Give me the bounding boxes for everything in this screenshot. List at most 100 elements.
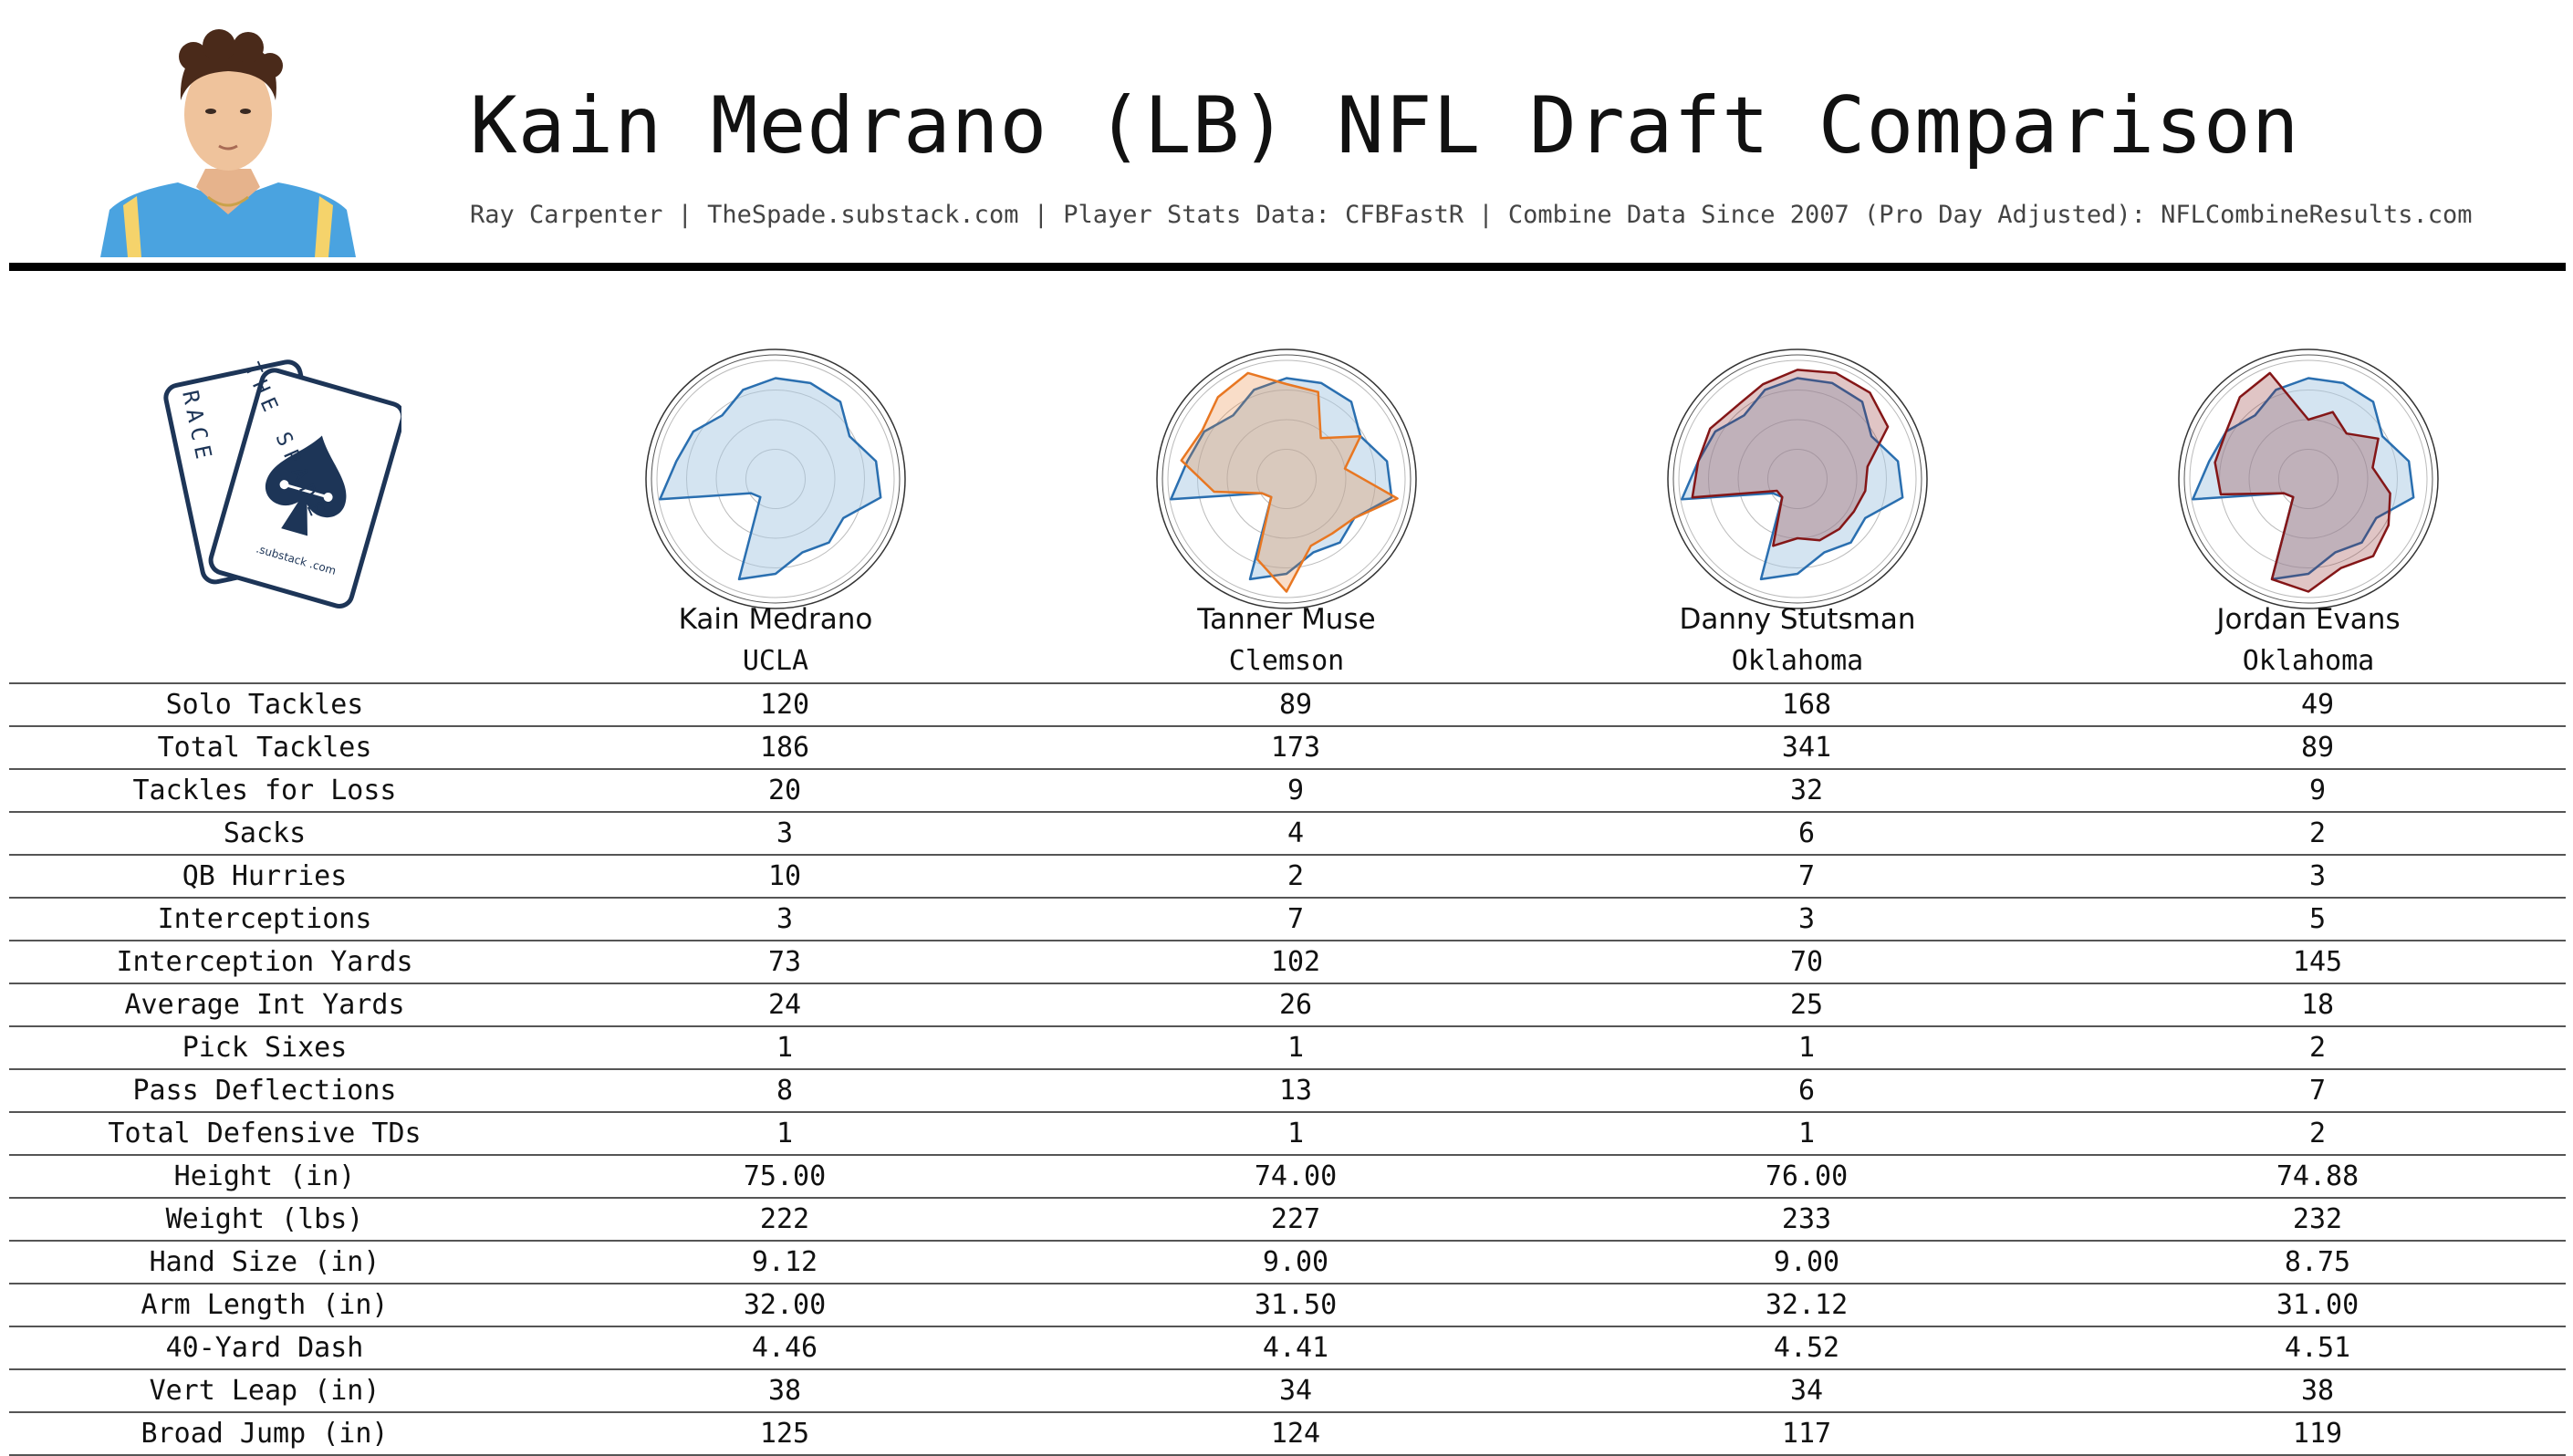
stat-value: 25 [1789,989,1824,1021]
radar-frame-inner [1161,354,1412,604]
stat-value: 6 [1797,1075,1816,1107]
stat-value: 18 [2300,989,2335,1021]
stat-value: 9.00 [1773,1246,1840,1278]
table-row: Total Tackles 186 173 341 89 [9,725,2566,768]
stat-value: 32 [1789,775,1824,806]
radar-frame-outer [2178,348,2439,609]
stat-value: 89 [2300,732,2335,764]
stat-label: 40-Yard Dash [165,1332,364,1364]
stat-value: 125 [759,1418,810,1450]
stat-value: 1 [1797,1032,1816,1064]
stat-label: Average Int Yards [124,989,405,1021]
radar-grid-ring [1678,359,1917,598]
stat-value: 1 [1286,1118,1305,1149]
radar-series-comparison [1691,369,1890,547]
table-row: Pick Sixes 1 1 1 2 [9,1025,2566,1068]
player-school-kain-medrano: UCLA [742,645,809,677]
radar-grid-ring [1167,359,1406,598]
stat-label: Total Defensive TDs [108,1118,422,1149]
player-name-kain-medrano: Kain Medrano [678,603,873,636]
stat-value: 222 [759,1203,810,1235]
stat-value: 4.52 [1773,1332,1840,1364]
stat-value: 120 [759,689,810,721]
stat-value: 2 [2308,1032,2327,1064]
stat-value: 117 [1781,1418,1832,1450]
radar-series-base [1681,377,1904,581]
radar-chart-kain-medrano [645,348,906,609]
stat-label: Interception Yards [116,946,413,978]
stat-value: 233 [1781,1203,1832,1235]
radar-frame-inner [2183,354,2433,604]
stat-value: 9.00 [1262,1246,1329,1278]
stat-label: Total Tackles [157,732,372,764]
stat-value: 3 [2308,860,2327,892]
page-subtitle: Ray Carpenter | TheSpade.substack.com | … [470,201,2473,229]
stat-value: 8 [776,1075,794,1107]
player-photo [100,29,356,257]
stat-value: 74.00 [1254,1160,1338,1192]
stat-value: 10 [767,860,802,892]
player-school-danny-stutsman: Oklahoma [1731,645,1864,677]
stat-value: 6 [1797,817,1816,849]
radar-frame-outer [645,348,906,609]
radar-frame-outer [1156,348,1417,609]
stat-value: 7 [1797,860,1816,892]
radar-chart-danny-stutsman [1667,348,1928,609]
radar-series-comparison [2214,371,2391,593]
stat-value: 3 [776,817,794,849]
stat-value: 13 [1278,1075,1313,1107]
page-title: Kain Medrano (LB) NFL Draft Comparison [470,80,2300,172]
stat-value: 341 [1781,732,1832,764]
stat-label: Height (in) [173,1160,356,1192]
stat-value: 2 [2308,1118,2327,1149]
stat-value: 34 [1789,1375,1824,1407]
radar-frame-inner [651,354,901,604]
table-row: Average Int Yards 24 26 25 18 [9,983,2566,1025]
stat-value: 9 [1286,775,1305,806]
stat-value: 4.46 [751,1332,818,1364]
logo-spade-dot-left [279,480,289,490]
table-row: Arm Length (in) 32.00 31.50 32.12 31.00 [9,1283,2566,1326]
stat-value: 227 [1270,1203,1321,1235]
player-name-danny-stutsman: Danny Stutsman [1679,603,1916,636]
table-row: Total Defensive TDs 1 1 1 2 [9,1111,2566,1154]
header-divider [9,263,2566,271]
stat-label: Solo Tackles [165,689,364,721]
stats-table: Solo Tackles 120 89 168 49 Total Tackles 186 1… [9,682,2566,1456]
stat-label: Hand Size (in) [149,1246,380,1278]
stat-value: 73 [767,946,802,978]
table-row: Hand Size (in) 9.12 9.00 9.00 8.75 [9,1240,2566,1283]
stat-value: 75.00 [743,1160,827,1192]
stat-value: 168 [1781,689,1832,721]
stat-value: 2 [2308,817,2327,849]
stat-value: 38 [2300,1375,2335,1407]
stat-value: 4 [1286,817,1305,849]
stat-value: 102 [1270,946,1321,978]
stat-label: Broad Jump (in) [141,1418,389,1450]
radar-grid-ring [656,359,895,598]
radar-frame-outer [1667,348,1928,609]
table-row: Pass Deflections 8 13 6 7 [9,1068,2566,1111]
stat-value: 1 [1797,1118,1816,1149]
stat-value: 7 [2308,1075,2327,1107]
stat-value: 145 [2292,946,2343,978]
stat-value: 5 [2308,903,2327,935]
logo-spade-line [284,483,328,499]
stat-value: 38 [767,1375,802,1407]
table-row: QB Hurries 10 2 7 3 [9,854,2566,897]
stat-value: 31.50 [1254,1289,1338,1321]
stat-label: Weight (lbs) [165,1203,364,1235]
stat-value: 9.12 [751,1246,818,1278]
stat-value: 8.75 [2284,1246,2351,1278]
radar-grid-ring [2189,359,2428,598]
table-row: Weight (lbs) 222 227 233 232 [9,1197,2566,1240]
stat-label: Arm Length (in) [141,1289,389,1321]
stat-value: 1 [776,1118,794,1149]
table-row: Broad Jump (in) 125 124 117 119 [9,1411,2566,1456]
table-row: Vert Leap (in) 38 34 34 38 [9,1368,2566,1411]
stat-value: 1 [776,1032,794,1064]
table-row: Height (in) 75.00 74.00 76.00 74.88 [9,1154,2566,1197]
stat-value: 4.41 [1262,1332,1329,1364]
stat-value: 7 [1286,903,1305,935]
table-row: Interception Yards 73 102 70 145 [9,940,2566,983]
